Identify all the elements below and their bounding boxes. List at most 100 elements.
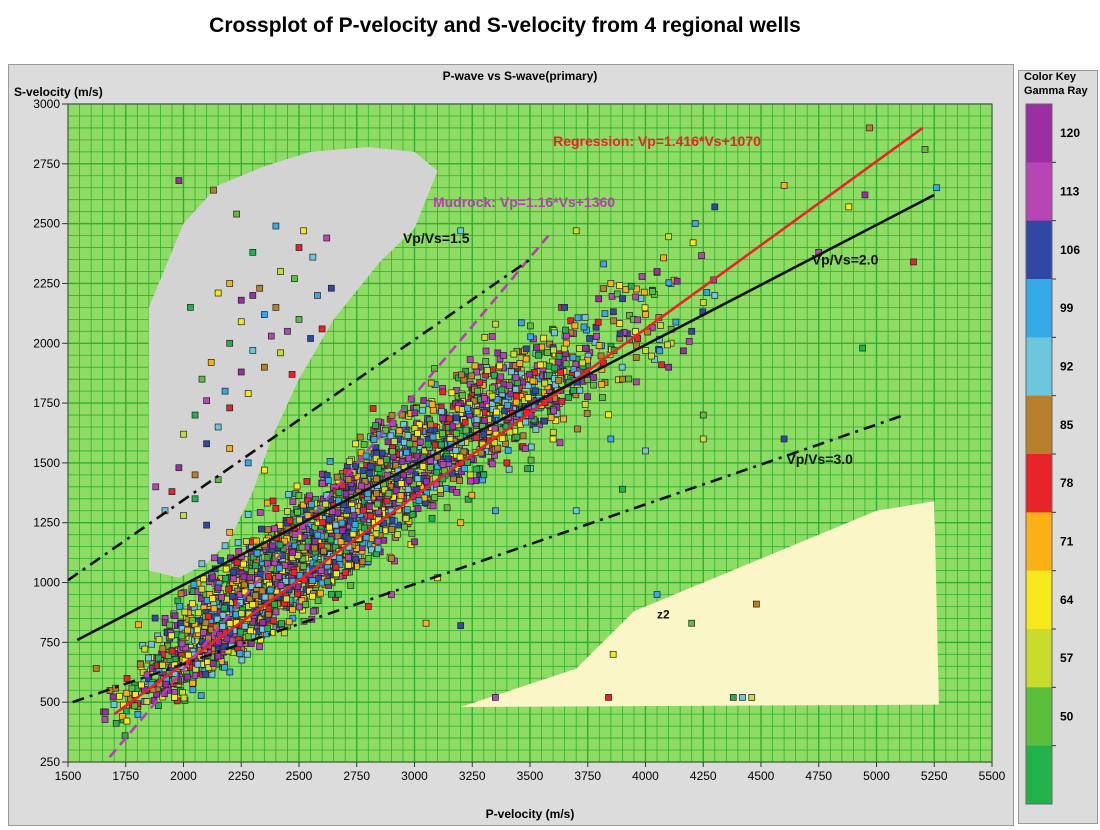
data-point (437, 486, 444, 493)
data-point (219, 611, 227, 619)
data-point (194, 660, 202, 668)
data-point (374, 500, 381, 508)
color-key-variable: Gamma Ray (1024, 85, 1088, 97)
data-point (549, 435, 557, 443)
data-point (466, 471, 474, 479)
data-point (410, 446, 418, 454)
data-point (413, 452, 421, 460)
data-point (346, 458, 354, 465)
data-point (203, 397, 210, 405)
data-point (284, 327, 291, 335)
x-tick-label: 4000 (632, 769, 659, 783)
data-point (414, 475, 422, 483)
data-point (780, 435, 788, 443)
data-point (398, 458, 406, 465)
data-point (237, 368, 245, 376)
data-point (699, 435, 707, 443)
data-point (513, 392, 520, 400)
y-tick-label: 1750 (33, 396, 60, 410)
data-point (351, 521, 359, 528)
data-point (428, 514, 436, 522)
data-point (866, 124, 873, 132)
data-point (527, 333, 535, 341)
data-point (275, 573, 283, 580)
data-point (414, 505, 422, 512)
data-point (335, 489, 343, 496)
color-key-swatch (1026, 395, 1052, 455)
data-point (244, 390, 252, 397)
data-point (249, 248, 257, 256)
data-point (220, 604, 228, 612)
data-point (519, 378, 527, 386)
trend-line-vp-vs-2-0 (76, 193, 935, 642)
scatter-points (92, 124, 940, 740)
data-point (680, 347, 687, 355)
data-point (373, 490, 380, 497)
data-point (556, 439, 564, 447)
data-point (616, 320, 624, 328)
data-point (175, 464, 183, 472)
data-point (583, 410, 591, 417)
data-point (256, 284, 264, 292)
data-point (550, 346, 557, 354)
color-key-swatch (1026, 512, 1052, 572)
data-point (429, 502, 437, 510)
data-point (480, 431, 488, 438)
data-point (364, 490, 372, 498)
x-axis-label: P-velocity (m/s) (486, 807, 575, 821)
color-key-swatch (1026, 337, 1052, 397)
data-point (333, 570, 340, 578)
data-point (309, 592, 316, 600)
data-point (711, 292, 719, 299)
data-point (517, 319, 525, 327)
data-point (476, 379, 484, 386)
data-point (474, 387, 481, 395)
data-point (164, 652, 172, 659)
x-tick-label: 2000 (170, 769, 197, 783)
data-point (664, 341, 671, 349)
data-point (512, 398, 520, 406)
data-point (208, 670, 216, 678)
data-point (332, 563, 340, 571)
color-key-label: 120 (1060, 126, 1080, 140)
trend-line-regression-vp-1-416-vs-1070 (113, 126, 924, 716)
y-tick-label: 2500 (33, 217, 60, 231)
data-point (271, 525, 279, 533)
data-point (524, 382, 532, 389)
data-point (347, 582, 355, 589)
gas-sand-region (460, 501, 939, 707)
data-point (221, 663, 228, 671)
data-point (536, 421, 543, 429)
data-point (634, 316, 642, 324)
data-point (691, 220, 699, 227)
data-point (311, 544, 318, 552)
data-point (252, 592, 259, 600)
data-point (372, 422, 379, 429)
data-point (162, 680, 170, 688)
data-point (452, 447, 460, 454)
color-key-swatch (1026, 687, 1052, 747)
data-point (298, 543, 306, 551)
data-point (278, 620, 285, 627)
data-point (277, 582, 285, 589)
data-point (159, 661, 167, 669)
data-point (488, 333, 496, 340)
data-point (197, 692, 205, 699)
data-point (258, 587, 266, 595)
data-point (457, 227, 465, 235)
data-point (493, 408, 500, 416)
data-point (419, 463, 427, 470)
data-point (522, 355, 530, 363)
data-point (609, 650, 617, 658)
data-point (565, 394, 572, 401)
data-point (458, 371, 465, 379)
data-point (178, 632, 186, 640)
data-point (462, 426, 470, 434)
data-point (226, 404, 234, 412)
data-point (234, 539, 242, 546)
data-point (180, 430, 187, 438)
data-point (546, 371, 554, 379)
x-tick-label: 2250 (228, 769, 255, 783)
data-point (325, 516, 333, 523)
data-point (402, 515, 410, 522)
